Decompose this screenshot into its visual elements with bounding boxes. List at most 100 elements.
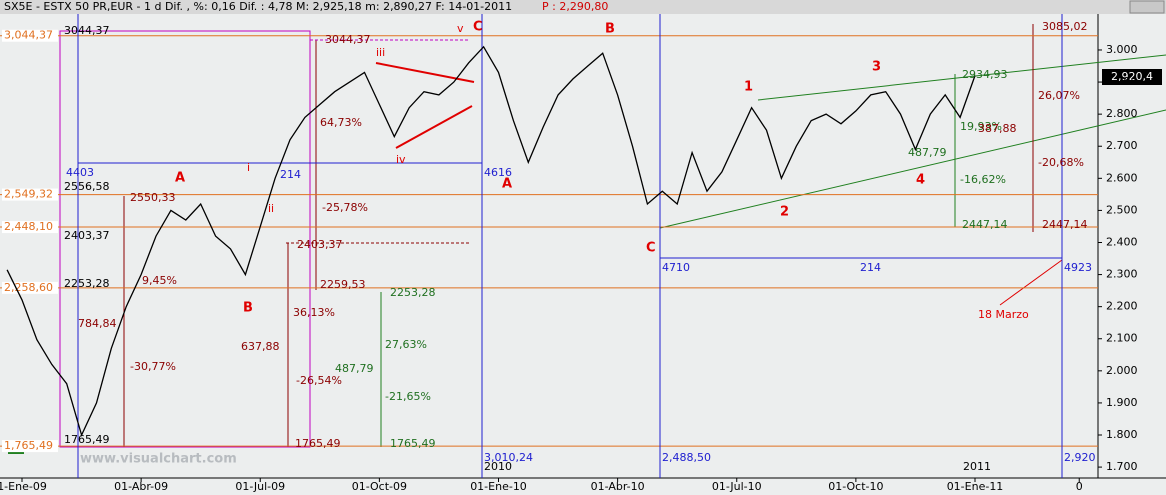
annotation: 3 [872,60,881,75]
annotation: B [243,301,253,316]
annotation: v [457,22,464,35]
vertical-bottom-label: 2,488,50 [662,451,711,464]
x-tick-label: 01-Abr-10 [591,480,645,493]
x-tick-label: 01-Oct-09 [352,480,407,493]
level-label-box [2,440,58,453]
annotation: 2934,93 [962,68,1008,81]
annotation: 2253,28 [390,286,436,299]
y-tick-label: 2.600 [1106,171,1138,184]
level-label-box [2,281,58,294]
annotation: 214 [280,168,301,181]
y-tick-label: 2.400 [1106,235,1138,248]
y-tick-label: 2.000 [1106,364,1138,377]
y-tick-label: 2.300 [1106,268,1138,281]
annotation: iii [376,46,385,59]
annotation: 2403,37 [297,238,343,251]
annotation: 1765,49 [64,433,110,446]
vertical-label: 4923 [1064,261,1092,274]
vertical-label: 4403 [66,166,94,179]
level-label: 2,549,32 [4,188,53,201]
annotation: 214 [860,261,881,274]
x-tick-label: 01-Ene-10 [470,480,527,493]
vertical-label: 4616 [484,166,512,179]
channel-line [659,109,1166,229]
annotation: 1765,49 [295,437,341,450]
annotation: 2403,37 [64,229,110,242]
price-line [6,45,976,437]
header-price: P : 2,290,80 [542,0,608,13]
annotation: B [605,22,615,37]
x-tick-label: 0 [1076,480,1083,493]
annotation: 2259,53 [320,278,366,291]
annotation: 1 [744,80,753,95]
y-tick-label: 2.200 [1106,300,1138,313]
annotation: -20,68% [1038,156,1084,169]
annotation: -30,77% [130,360,176,373]
annotation: i [247,161,250,174]
annotation: 2447,14 [1042,218,1088,231]
level-label-box [2,188,58,201]
annotation: -26,54% [296,374,342,387]
annotation: A [502,177,512,192]
annotation: 26,07% [1038,89,1080,102]
header-bar [0,0,1166,14]
annotation: 387,88 [978,122,1017,135]
vertical-bottom-label: 2,920 [1064,451,1096,464]
y-tick-label: 3.000 [1106,43,1138,56]
y-tick-label: 2.900 [1106,75,1138,88]
annotation: 487,79 [335,362,374,375]
annotation: 3044,37 [64,24,110,37]
annotation: -21,65% [385,390,431,403]
annotation: 2 [780,205,789,220]
level-label-box [2,221,58,234]
x-tick-label: 01-Ene-11 [947,480,1004,493]
annotation: 18 Marzo [978,308,1029,321]
price-tag-box [1102,69,1162,85]
y-tick-label: 1.800 [1106,428,1138,441]
annotation: 1765,49 [390,437,436,450]
annotation: 64,73% [320,116,362,129]
annotation: 4 [916,173,925,188]
level-label: 1,765,49 [4,439,53,452]
annotation: C [646,241,656,256]
watermark: www.visualchart.com [80,452,237,467]
annotation: 19,93% [960,120,1002,133]
year-label: 2010 [484,460,512,473]
vertical-bottom-label: 3,010,24 [484,451,533,464]
annotation: 637,88 [241,340,280,353]
annotation: 36,13% [293,306,335,319]
note-arrow [999,259,1063,306]
window-buttons[interactable] [1129,0,1165,14]
y-tick-label: 1.700 [1106,460,1138,473]
y-tick-label: 2.700 [1106,139,1138,152]
annotation: 3085,02 [1042,20,1088,33]
annotation: 3044,37 [325,33,371,46]
annotation: 2556,58 [64,180,110,193]
annotation: -25,78% [322,201,368,214]
level-label-box [2,29,58,42]
y-tick-label: 2.500 [1106,203,1138,216]
annotation: A [175,171,185,186]
year-label: 2011 [963,460,991,473]
annotation: 27,63% [385,338,427,351]
x-tick-label: 01-Oct-10 [828,480,883,493]
x-tick-label: 01-Jul-09 [235,480,285,493]
price-tag: 2,920,4 [1111,70,1153,83]
annotation: iv [396,153,406,166]
annotation: 9,45% [142,274,177,287]
annotation: 2253,28 [64,277,110,290]
annotation: 487,79 [908,146,947,159]
y-tick-label: 2.100 [1106,332,1138,345]
y-tick-label: 1.900 [1106,396,1138,409]
annotation: ii [268,202,274,215]
annotation: -16,62% [960,173,1006,186]
triangle-line [375,62,475,83]
header: SX5E - ESTX 50 PR,EUR - 1 d Dif. , %: 0,… [4,0,512,13]
x-tick-label: 01-Abr-09 [114,480,168,493]
annotation: 2447,14 [962,218,1008,231]
annotation: C [473,20,483,35]
level-label: 3,044,37 [4,29,53,42]
x-tick-label: 01-Jul-10 [712,480,762,493]
